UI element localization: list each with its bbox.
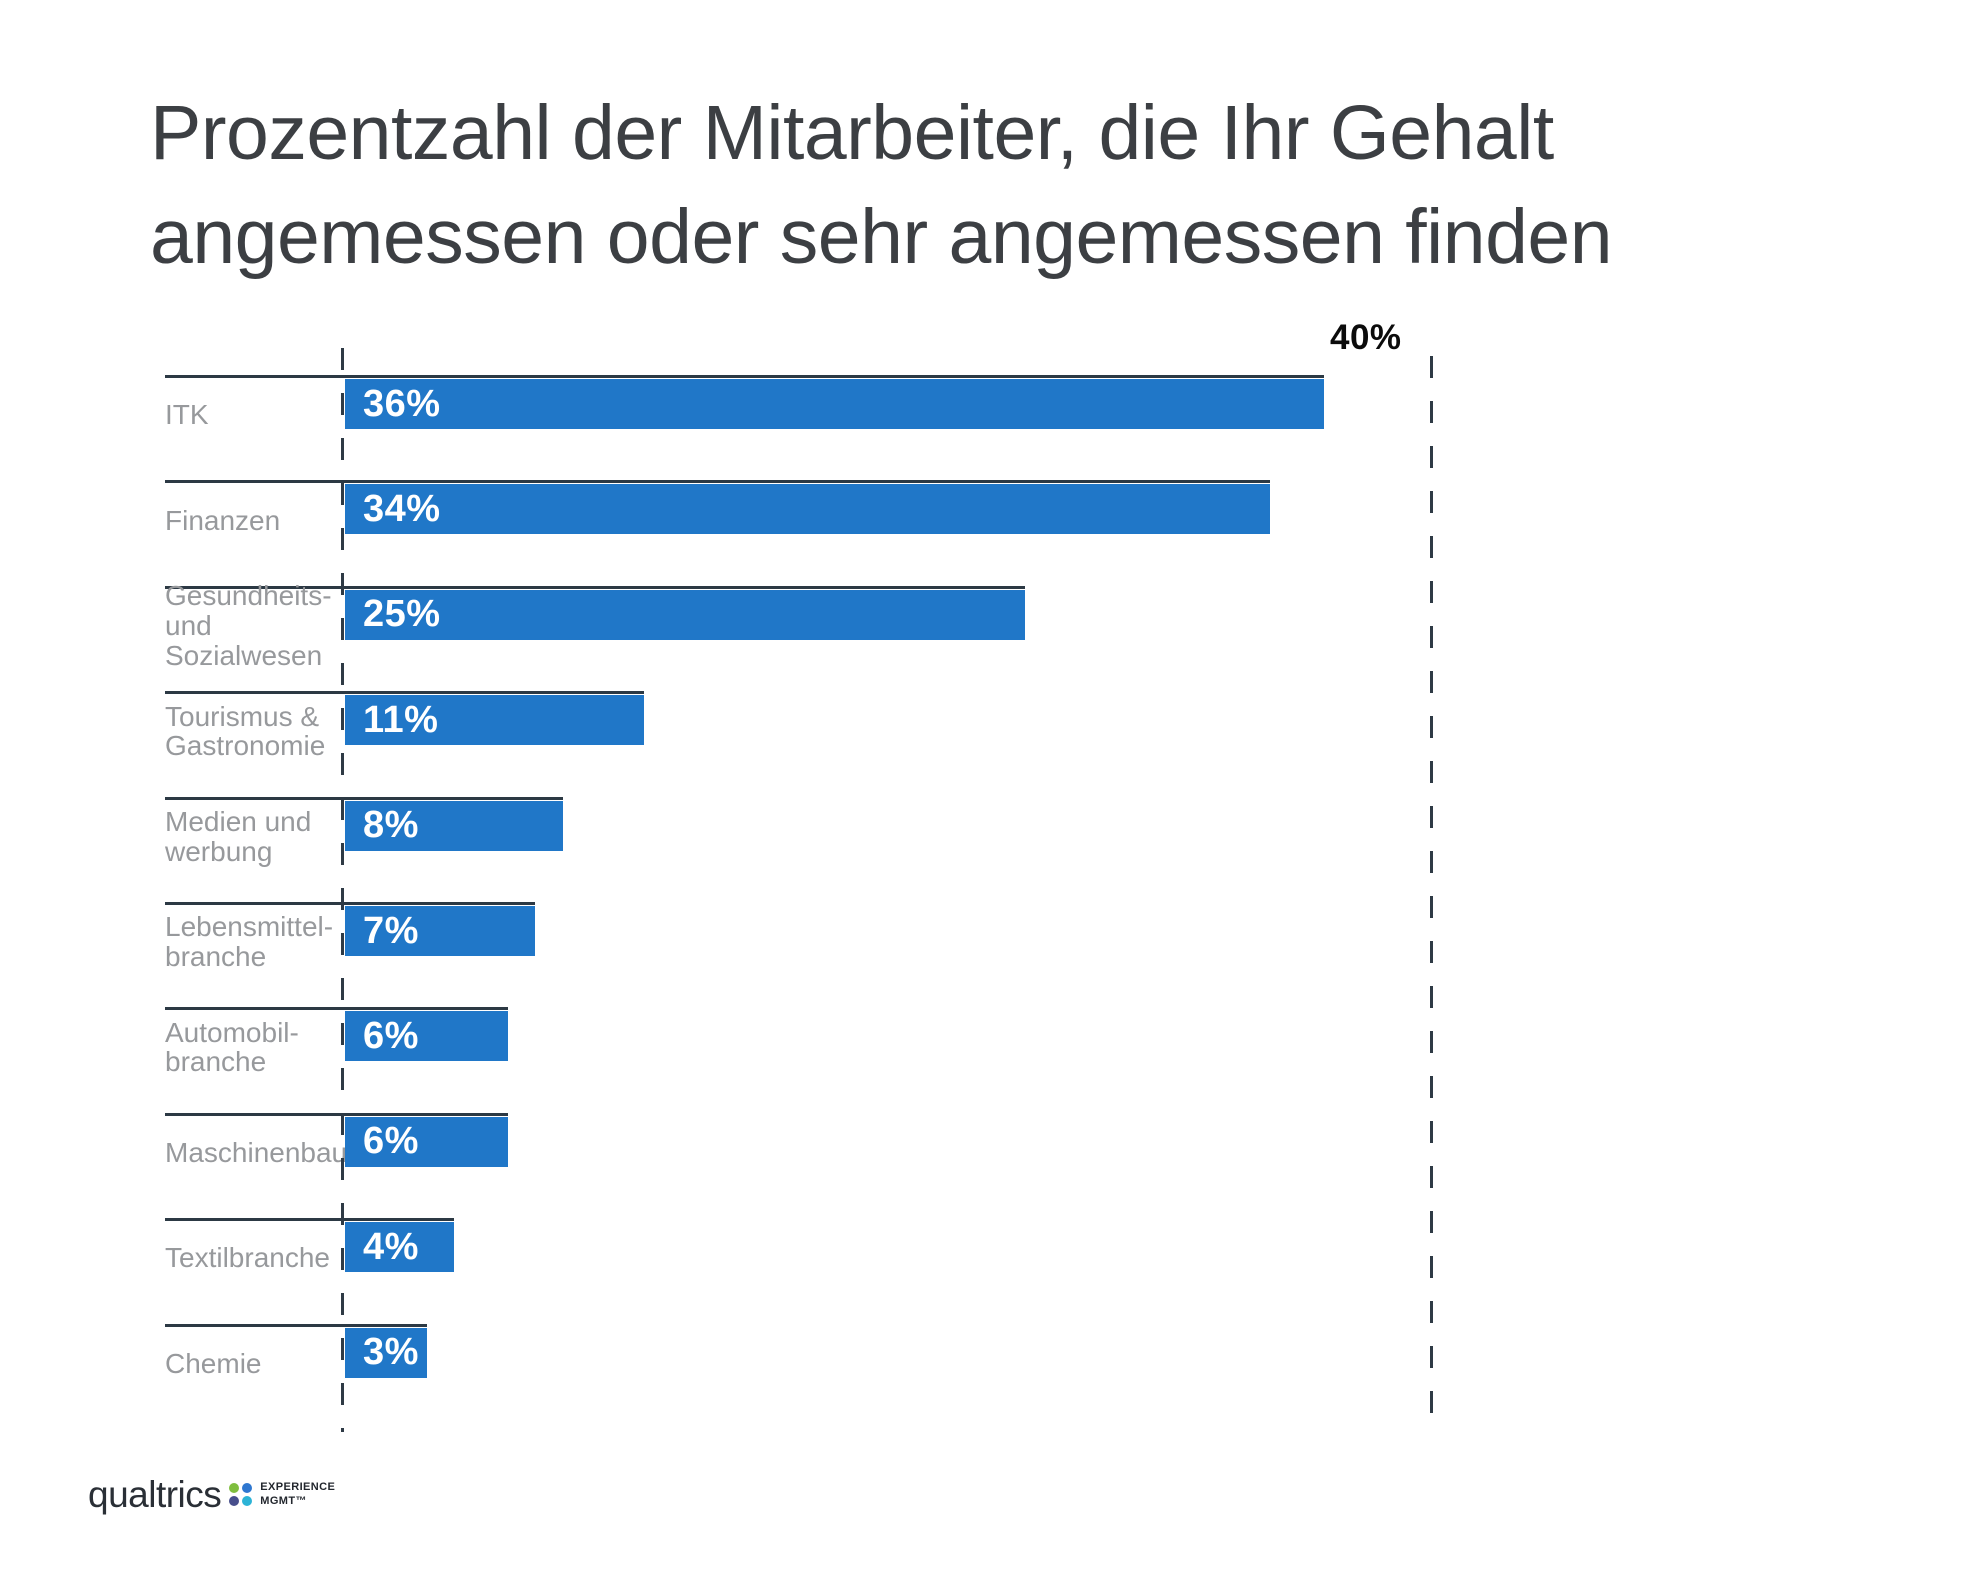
qualtrics-logo: qualtrics EXPERIENCE MGMT™ xyxy=(88,1476,335,1513)
bar-value-label: 6% xyxy=(363,1120,419,1163)
bar-value-label: 7% xyxy=(363,909,419,952)
chart-row: Lebensmittel-branche 7% xyxy=(165,902,1615,1007)
bar: 11% xyxy=(345,695,645,746)
bar-value-label: 4% xyxy=(363,1225,419,1268)
category-label: Medien und werbung xyxy=(165,805,343,867)
qualtrics-tagline: EXPERIENCE MGMT™ xyxy=(260,1481,335,1509)
bar: 34% xyxy=(345,484,1270,535)
row-separator-line xyxy=(165,1218,454,1222)
logo-dot-icon xyxy=(229,1483,240,1493)
chart-row: Finanzen 34% xyxy=(165,480,1615,585)
row-separator-line xyxy=(165,1323,427,1327)
bar: 4% xyxy=(345,1222,454,1273)
category-label-line: ITK xyxy=(165,399,209,431)
category-label-line: branche xyxy=(165,1046,267,1078)
category-label-line: Automobil- xyxy=(165,1016,299,1048)
row-separator-line xyxy=(165,375,1325,378)
bar-value-label: 36% xyxy=(363,382,441,425)
zero-axis-dashed-line xyxy=(341,348,344,1432)
category-label: Maschinenbau xyxy=(165,1125,348,1181)
bar-value-label: 34% xyxy=(363,487,441,530)
axis-max-label: 40% xyxy=(1330,318,1402,357)
category-label: Tourismus & Gastronomie xyxy=(165,700,343,762)
category-label-line: branche xyxy=(165,941,267,972)
bar: 6% xyxy=(345,1116,509,1167)
logo-dot-icon xyxy=(242,1496,253,1506)
chart-row: Gesundheits-und Sozialwesen 25% xyxy=(165,581,1615,691)
qualtrics-dots-icon xyxy=(229,1483,253,1506)
row-separator-line xyxy=(165,1007,509,1011)
row-separator-line xyxy=(165,796,563,800)
category-label-line: Chemie xyxy=(165,1347,262,1379)
category-label-line: Medien und xyxy=(165,805,312,837)
chart-row: Automobil-branche 6% xyxy=(165,1007,1615,1112)
bar: 36% xyxy=(345,379,1325,429)
chart-row: Textilbranche 4% xyxy=(165,1218,1615,1323)
tagline-line1: EXPERIENCE xyxy=(260,1480,336,1493)
category-label: Finanzen xyxy=(165,492,343,548)
category-label-line: Finanzen xyxy=(165,504,281,536)
bar: 8% xyxy=(345,800,563,851)
category-label: Textilbranche xyxy=(165,1230,343,1286)
category-label: Lebensmittel-branche xyxy=(165,911,343,972)
category-label-line: Maschinenbau xyxy=(165,1136,348,1168)
qualtrics-wordmark: qualtrics xyxy=(88,1474,222,1515)
logo-dot-icon xyxy=(229,1496,240,1506)
bar-chart: ITK 36% Finanzen 34% Gesundheits-und Sozialwe… xyxy=(165,375,1615,1429)
category-label-line: Textilbranche xyxy=(165,1242,330,1274)
bar: 6% xyxy=(345,1011,509,1062)
chart-row: Tourismus & Gastronomie 11% xyxy=(165,691,1615,796)
bar: 25% xyxy=(345,589,1025,640)
bar-value-label: 25% xyxy=(363,593,441,636)
category-label-line: Sozialwesen xyxy=(165,639,323,671)
row-separator-line xyxy=(165,480,1270,484)
row-separator-line xyxy=(165,1112,509,1116)
category-label-line: Gastronomie xyxy=(165,730,326,762)
row-separator-line xyxy=(165,585,1025,589)
chart-title: Prozentzahl der Mitarbeiter, die Ihr Geh… xyxy=(150,90,1613,280)
category-label-line: Gesundheits- xyxy=(165,580,332,612)
tagline-line2: MGMT™ xyxy=(260,1494,307,1507)
category-label-line: Lebensmittel- xyxy=(165,911,334,943)
bar-value-label: 8% xyxy=(363,804,419,847)
logo-dot-icon xyxy=(242,1483,253,1493)
category-label: ITK xyxy=(165,387,343,443)
category-label: Gesundheits-und Sozialwesen xyxy=(165,581,343,670)
category-label-line: werbung xyxy=(165,835,273,867)
bar: 7% xyxy=(345,906,536,956)
chart-row: Medien und werbung 8% xyxy=(165,796,1615,902)
category-label-line: Tourismus & xyxy=(165,700,320,732)
category-label: Chemie xyxy=(165,1336,343,1392)
category-label: Automobil-branche xyxy=(165,1016,343,1078)
chart-row: ITK 36% xyxy=(165,375,1615,480)
bar-value-label: 11% xyxy=(363,698,439,741)
chart-row: Chemie 3% xyxy=(165,1323,1615,1429)
bar-value-label: 3% xyxy=(363,1331,419,1374)
row-separator-line xyxy=(165,902,536,905)
bar: 3% xyxy=(345,1327,427,1378)
chart-row: Maschinenbau 6% xyxy=(165,1112,1615,1218)
max-axis-dashed-line xyxy=(1430,356,1433,1426)
row-separator-line xyxy=(165,691,645,695)
bar-value-label: 6% xyxy=(363,1014,419,1057)
category-label-line: und xyxy=(165,609,212,641)
